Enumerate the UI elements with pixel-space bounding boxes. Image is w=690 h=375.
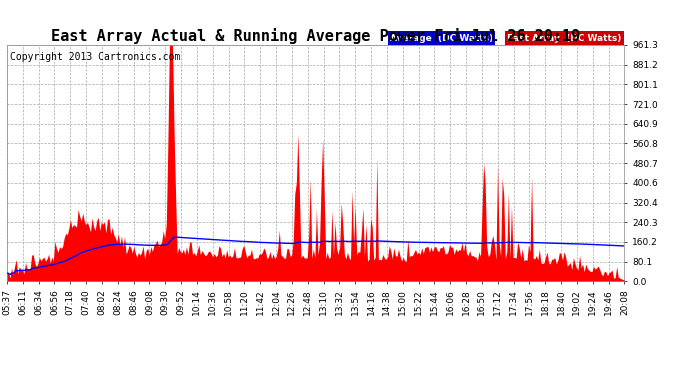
Text: East Array  (DC Watts): East Array (DC Watts) (507, 34, 622, 43)
Text: Copyright 2013 Cartronics.com: Copyright 2013 Cartronics.com (10, 52, 180, 62)
Text: Average  (DC Watts): Average (DC Watts) (390, 34, 493, 43)
Title: East Array Actual & Running Average Power Fri Jul 26 20:19: East Array Actual & Running Average Powe… (51, 28, 580, 44)
